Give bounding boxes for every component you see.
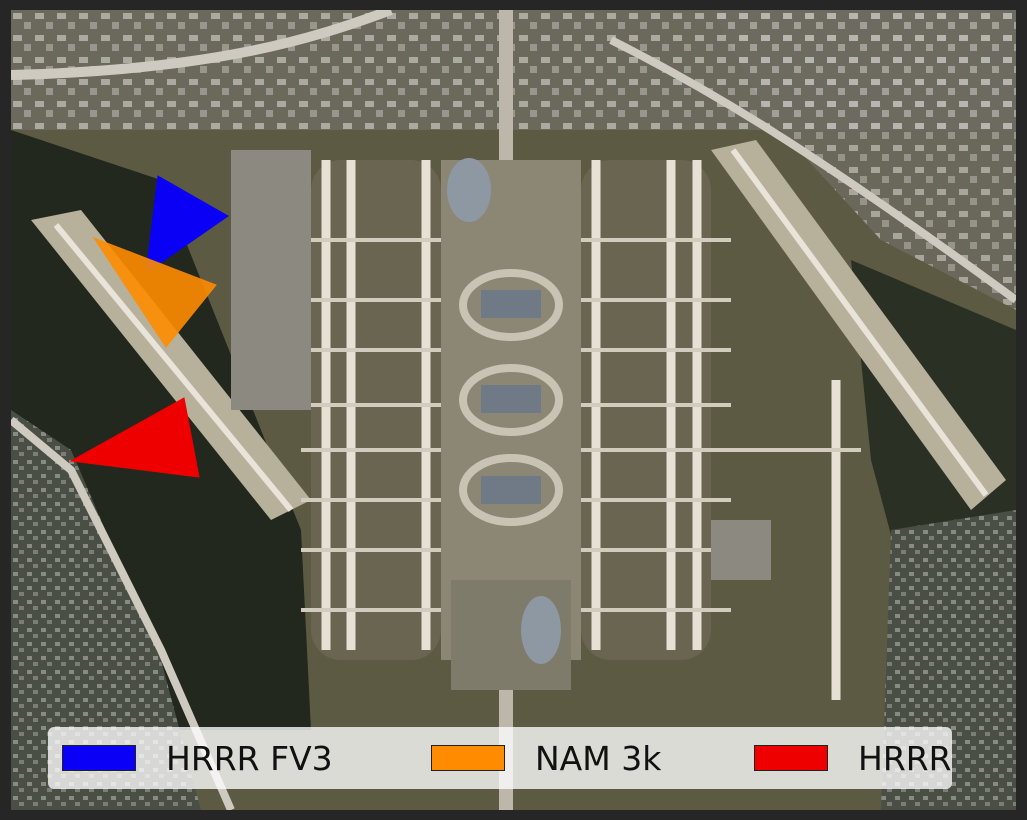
parking-south xyxy=(521,596,561,664)
legend-swatch-hrrr-fv3 xyxy=(62,745,136,771)
satellite-map[interactable] xyxy=(11,10,1016,810)
legend-label-hrrr-fv3: HRRR FV3 xyxy=(166,738,333,778)
parking-north xyxy=(447,158,491,222)
legend-label-nam-3k: NAM 3k xyxy=(535,738,662,778)
legend-swatch-nam-3k xyxy=(431,745,505,771)
terminal-roofs xyxy=(481,290,541,504)
legend-item-hrrr: HRRR xyxy=(754,727,952,789)
east-hangars xyxy=(711,520,771,580)
legend-swatch-hrrr xyxy=(754,745,828,771)
highway-northeast xyxy=(609,36,1016,304)
suburb-southwest xyxy=(11,410,201,810)
marker-nam-3k xyxy=(92,236,217,348)
highway-north xyxy=(11,10,393,80)
legend-item-hrrr-fv3: HRRR FV3 xyxy=(62,727,333,789)
legend: HRRR FV3 NAM 3k HRRR xyxy=(48,727,952,789)
marker-hrrr xyxy=(69,397,200,478)
urban-northeast xyxy=(711,10,1016,310)
marker-hrrr-fv3 xyxy=(145,175,229,275)
airfield-east xyxy=(581,160,711,660)
legend-label-hrrr: HRRR xyxy=(858,738,952,778)
legend-item-nam-3k: NAM 3k xyxy=(431,727,661,789)
airfield-west xyxy=(311,160,441,660)
west-hangars xyxy=(231,150,311,410)
map-canvas xyxy=(11,10,1016,810)
terminals xyxy=(459,269,563,526)
